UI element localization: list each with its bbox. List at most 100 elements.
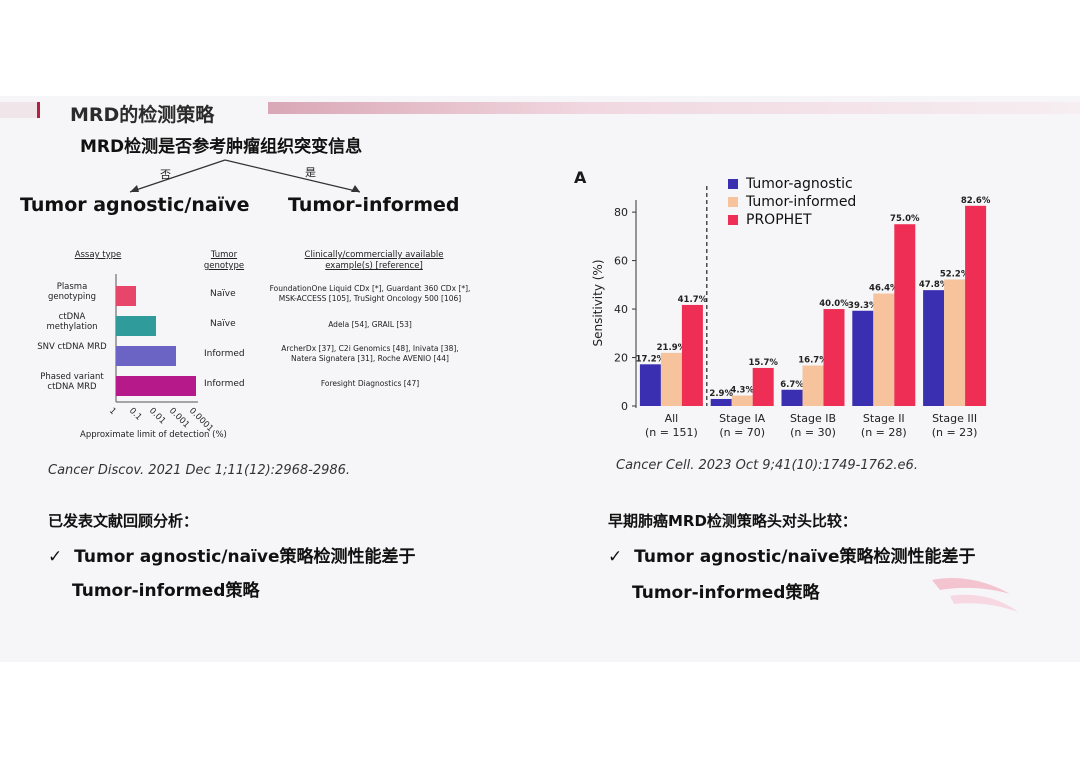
slide-title: MRD的检测策略 bbox=[70, 104, 215, 126]
question-title: MRD检测是否参考肿瘤组织突变信息 bbox=[80, 137, 363, 157]
bar-value-label: 15.7% bbox=[748, 358, 778, 368]
y-tick-label: 20 bbox=[614, 352, 628, 365]
panel-letter: A bbox=[574, 168, 587, 187]
x-category-label: All bbox=[665, 412, 679, 425]
left-bullet-line2: Tumor-informed策略 bbox=[72, 581, 260, 601]
header-accent bbox=[0, 102, 40, 118]
x-category-label: Stage IA bbox=[719, 412, 766, 425]
assay-lod-figure: Assay type Tumor genotype Clinically/com… bbox=[20, 244, 490, 454]
bar-value-label: 52.2% bbox=[940, 269, 970, 279]
bar-value-label: 2.9% bbox=[709, 389, 733, 399]
option-tumor-informed: Tumor-informed bbox=[288, 194, 460, 216]
bar-tumor-agnostic bbox=[923, 290, 945, 406]
legend-swatch bbox=[728, 215, 738, 225]
legend-tumor-informed: Tumor-informed bbox=[728, 194, 856, 210]
x-category-label: (n = 30) bbox=[790, 426, 836, 439]
bar-tumor-agnostic bbox=[852, 310, 874, 406]
x-category-label: (n = 151) bbox=[645, 426, 698, 439]
bar-value-label: 46.4% bbox=[869, 284, 899, 294]
decorative-flourish bbox=[932, 577, 1018, 612]
bar-value-label: 16.7% bbox=[798, 356, 828, 366]
row-genotype: Naïve bbox=[210, 319, 236, 329]
y-tick-label: 60 bbox=[614, 255, 628, 268]
bar-tumor-agnostic bbox=[710, 398, 732, 406]
bar-value-label: 21.9% bbox=[657, 343, 687, 353]
y-tick-label: 40 bbox=[614, 303, 628, 316]
bar-value-label: 41.7% bbox=[678, 295, 708, 305]
header-examples: Clinically/commercially available exampl… bbox=[304, 250, 444, 271]
left-conclusion-heading: 已发表文献回顾分析： bbox=[48, 512, 199, 530]
row-genotype: Informed bbox=[204, 349, 245, 359]
bar-value-label: 47.8% bbox=[919, 280, 949, 290]
bar-value-label: 75.0% bbox=[890, 214, 920, 224]
bar-tumor-informed bbox=[873, 293, 895, 406]
x-category-label: (n = 23) bbox=[932, 426, 978, 439]
legend-prophet: PROPHET bbox=[728, 212, 812, 228]
header-bar bbox=[268, 102, 1080, 114]
bar-value-label: 82.6% bbox=[961, 196, 991, 206]
bar-value-label: 17.2% bbox=[636, 354, 666, 364]
row-label: Phased variant ctDNA MRD bbox=[40, 372, 104, 392]
legend-tumor-agnostic: Tumor-agnostic bbox=[728, 176, 853, 192]
x-category-label: Stage IB bbox=[790, 412, 836, 425]
row-label: Plasma genotyping bbox=[47, 282, 97, 302]
row-label: SNV ctDNA MRD bbox=[37, 342, 107, 352]
row-example: Foresight Diagnostics [47] bbox=[320, 379, 420, 388]
bar-value-label: 40.0% bbox=[819, 299, 849, 309]
bar-tumor-agnostic bbox=[781, 389, 803, 406]
bar-prophet bbox=[965, 205, 987, 406]
lod-bar bbox=[116, 376, 196, 396]
bar-prophet bbox=[681, 304, 703, 406]
right-bullet-line1: Tumor agnostic/naïve策略检测性能差于 bbox=[634, 547, 976, 567]
right-bullet-line2: Tumor-informed策略 bbox=[632, 583, 820, 603]
lod-bars bbox=[115, 274, 198, 403]
option-tumor-agnostic: Tumor agnostic/naïve bbox=[20, 194, 250, 216]
header-tumor-genotype: Tumor genotype bbox=[203, 250, 245, 271]
x-axis-label: Approximate limit of detection (%) bbox=[80, 430, 227, 440]
lod-bar bbox=[116, 346, 176, 366]
branch-no-label: 否 bbox=[160, 168, 171, 181]
legend-swatch bbox=[728, 179, 738, 189]
left-bullet: ✓ Tumor agnostic/naïve策略检测性能差于 bbox=[48, 542, 416, 567]
branch-diagram bbox=[129, 159, 361, 193]
bar-value-label: 6.7% bbox=[780, 380, 804, 390]
y-axis-label: Sensitivity (%) bbox=[591, 259, 605, 346]
citation-right: Cancer Cell. 2023 Oct 9;41(10):1749-1762… bbox=[616, 458, 918, 473]
check-icon: ✓ bbox=[48, 547, 63, 567]
legend-swatch bbox=[728, 197, 738, 207]
row-label: ctDNA methylation bbox=[46, 312, 98, 332]
bar-value-label: 39.3% bbox=[848, 301, 878, 311]
x-category-label: (n = 70) bbox=[719, 426, 765, 439]
bar-prophet bbox=[823, 309, 845, 406]
sensitivity-chart: 0 20 40 60 80 Sensitivity (%) 17.2%21.9% 41.7% A… bbox=[591, 186, 991, 439]
row-example: ArcherDx [37], C2i Genomics [48], Inivat… bbox=[281, 344, 459, 363]
y-tick-label: 80 bbox=[614, 206, 628, 219]
right-conclusion-heading: 早期肺癌MRD检测策略头对头比较： bbox=[608, 512, 857, 530]
row-example: Adela [54], GRAIL [53] bbox=[328, 320, 412, 329]
lod-bar bbox=[116, 286, 136, 306]
row-genotype: Naïve bbox=[210, 289, 236, 299]
x-category-label: Stage II bbox=[863, 412, 905, 425]
check-icon: ✓ bbox=[608, 547, 623, 567]
bar-tumor-informed bbox=[802, 365, 824, 406]
legend-label: Tumor-agnostic bbox=[746, 176, 853, 192]
lod-bar bbox=[116, 316, 156, 336]
branch-yes-label: 是 bbox=[305, 166, 316, 179]
bar-prophet bbox=[894, 224, 916, 406]
bar-tumor-informed bbox=[731, 395, 753, 406]
row-example: FoundationOne Liquid CDx [*], Guardant 3… bbox=[269, 284, 471, 303]
legend-label: Tumor-informed bbox=[746, 194, 857, 210]
row-genotype: Informed bbox=[204, 379, 245, 389]
citation-left: Cancer Discov. 2021 Dec 1;11(12):2968-29… bbox=[48, 463, 351, 478]
bar-tumor-informed bbox=[944, 279, 966, 406]
x-category-label: Stage III bbox=[932, 412, 977, 425]
slide: MRD的检测策略 MRD检测是否参考肿瘤组织突变信息 否 是 Tumor agn… bbox=[0, 96, 1080, 662]
left-bullet-line1: Tumor agnostic/naïve策略检测性能差于 bbox=[74, 547, 416, 567]
bar-tumor-agnostic bbox=[639, 364, 661, 406]
right-bullet: ✓ Tumor agnostic/naïve策略检测性能差于 bbox=[608, 542, 976, 567]
x-category-label: (n = 28) bbox=[861, 426, 907, 439]
bar-value-label: 4.3% bbox=[730, 386, 754, 396]
y-tick-label: 0 bbox=[621, 400, 628, 413]
legend-label: PROPHET bbox=[746, 212, 812, 228]
bar-prophet bbox=[752, 367, 774, 406]
